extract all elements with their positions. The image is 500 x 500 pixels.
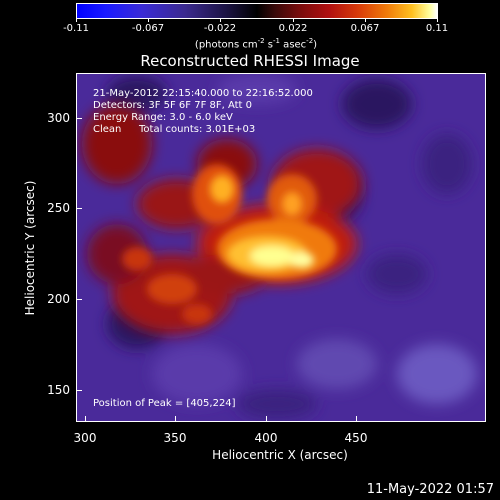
- x-tick: [85, 416, 86, 422]
- y-tick: [76, 118, 82, 119]
- colorbar-tick: [365, 18, 366, 22]
- y-tick-label: 250: [47, 201, 70, 215]
- image-emission-core: [210, 175, 314, 272]
- colorbar-tick-label: 0.067: [350, 23, 380, 34]
- y-tick: [76, 390, 82, 391]
- x-tick: [266, 416, 267, 422]
- y-tick-label: 150: [47, 383, 70, 397]
- date-stamp: 11-May-2022 01:57: [366, 482, 494, 497]
- colorbar: [76, 3, 438, 19]
- colorbar-tick: [76, 18, 77, 22]
- info-energy-range: Energy Range: 3.0 - 6.0 keV: [93, 112, 233, 123]
- colorbar-tick-label: 0.022: [278, 23, 308, 34]
- x-axis-label: Heliocentric X (arcsec): [212, 448, 348, 462]
- x-tick-label: 400: [254, 431, 278, 445]
- info-time-range: 21-May-2012 22:15:40.000 to 22:16:52.000: [93, 88, 313, 99]
- x-tick-label: 350: [163, 431, 187, 445]
- info-total-counts: Total counts: 3.01E+03: [139, 124, 256, 135]
- x-tick: [356, 416, 357, 422]
- colorbar-tick: [220, 18, 221, 22]
- colorbar-units: (photons cm-2 s-1 asec-2): [194, 37, 318, 51]
- x-tick: [175, 416, 176, 422]
- solar-image-svg: [77, 74, 485, 421]
- colorbar-tick: [148, 18, 149, 22]
- colorbar-tick: [293, 18, 294, 22]
- colorbar-tick-label: -0.022: [203, 23, 237, 34]
- x-tick-label: 300: [73, 431, 97, 445]
- info-detectors: Detectors: 3F 5F 6F 7F 8F, Att 0: [93, 100, 253, 111]
- y-axis-label: Heliocentric Y (arcsec): [23, 180, 37, 316]
- colorbar-tick-label: -0.11: [63, 23, 89, 34]
- plot-title: Reconstructed RHESSI Image: [140, 52, 360, 70]
- image-plot-area: 21-May-2012 22:15:40.000 to 22:16:52.000…: [76, 73, 486, 422]
- y-tick: [76, 299, 82, 300]
- colorbar-tick-label: 0.11: [425, 23, 449, 34]
- y-tick: [76, 208, 82, 209]
- y-tick-label: 200: [47, 292, 70, 306]
- y-tick-label: 300: [47, 111, 70, 125]
- colorbar-tick-label: -0.067: [131, 23, 165, 34]
- colorbar-tick: [437, 18, 438, 22]
- info-method: Clean: [93, 124, 122, 135]
- x-tick-label: 450: [344, 431, 368, 445]
- info-peak-position: Position of Peak = [405,224]: [93, 398, 236, 409]
